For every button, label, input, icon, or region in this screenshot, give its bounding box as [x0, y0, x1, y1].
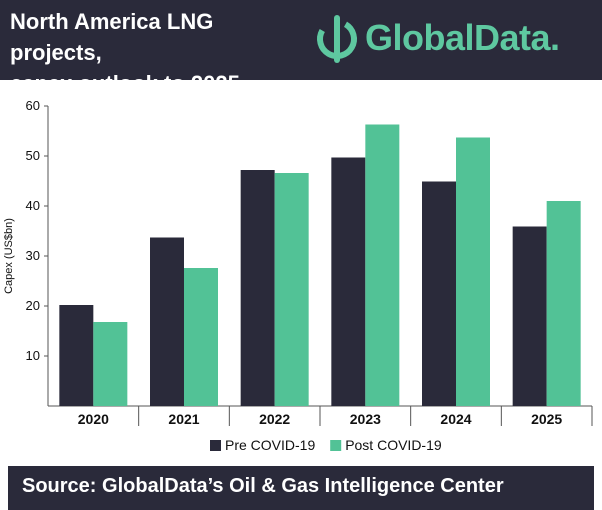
source-text: Source: GlobalData’s Oil & Gas Intellige… — [22, 475, 504, 497]
x-tick-label: 2023 — [350, 411, 381, 427]
header-banner: North America LNG projects, capex outloo… — [0, 0, 602, 96]
x-tick-label: 2025 — [531, 411, 562, 427]
capex-chart: 10 20 30 40 50 60 Capex (US$bn) 2020 2021 2022 202… — [0, 90, 602, 460]
x-tick-label: 2021 — [168, 411, 199, 427]
bar — [365, 124, 400, 406]
globaldata-logo-icon — [317, 15, 357, 63]
bar — [331, 157, 366, 406]
bar — [456, 137, 490, 406]
bar — [274, 173, 309, 406]
chart-title: North America LNG projects, capex outloo… — [10, 9, 240, 96]
y-axis-label: Capex (US$bn) — [3, 218, 15, 294]
source-footer: Source: GlobalData’s Oil & Gas Intellige… — [8, 466, 594, 510]
y-tick-label: 20 — [26, 298, 40, 313]
y-tick-label: 60 — [26, 98, 40, 113]
brand-name: GlobalData. — [365, 17, 560, 58]
legend-swatch — [330, 440, 342, 451]
y-tick-label: 10 — [26, 348, 40, 363]
bar — [93, 322, 128, 406]
x-tick-label: 2020 — [78, 411, 109, 427]
legend-label: Post COVID-19 — [345, 437, 442, 453]
y-tick-label: 30 — [26, 248, 40, 263]
bar — [512, 226, 547, 406]
bar — [240, 170, 275, 406]
globaldata-logo: GlobalData. — [313, 8, 598, 70]
chart-canvas: 10 20 30 40 50 60 Capex (US$bn) 2020 2021 2022 202… — [3, 98, 593, 453]
bar — [546, 201, 581, 406]
bar — [422, 181, 456, 406]
x-tick-label: 2024 — [440, 411, 471, 427]
y-tick-label: 50 — [26, 148, 40, 163]
legend-swatch — [210, 440, 221, 451]
bar — [59, 305, 94, 406]
bar — [184, 268, 218, 406]
y-tick-label: 40 — [26, 198, 40, 213]
bar — [150, 237, 184, 406]
x-tick-label: 2022 — [259, 411, 290, 427]
legend-label: Pre COVID-19 — [225, 437, 315, 453]
